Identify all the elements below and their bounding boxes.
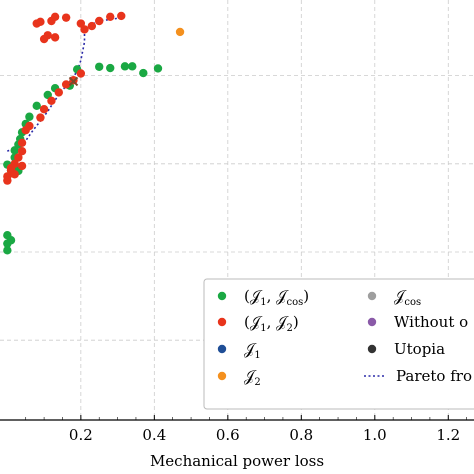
data-point (6, 163, 16, 173)
data-point (3, 176, 12, 185)
legend-label: Pareto fro (396, 367, 472, 385)
data-point (128, 62, 137, 71)
legend-entry: 𝒥1 (217, 340, 261, 361)
utopia-point (68, 76, 79, 87)
data-point (17, 138, 27, 147)
data-point (80, 25, 89, 34)
data-point (120, 62, 130, 71)
data-point (17, 161, 27, 171)
legend-marker (367, 291, 377, 301)
legend-marker (367, 344, 377, 354)
x-axis-label: Mechanical power loss (150, 452, 324, 470)
legend-box (203, 278, 474, 410)
data-point (54, 88, 63, 97)
legend: (𝒥1, 𝒥cos) (𝒥1, 𝒥2) 𝒥1 𝒥2 𝒥cos Without o Utopi… (203, 278, 474, 410)
legend-marker (217, 317, 227, 327)
legend-label: 𝒥2 (244, 367, 261, 388)
x-tick-label: 0.2 (69, 426, 93, 444)
pareto-front-series (6, 16, 122, 152)
data-point (106, 12, 115, 21)
legend-label: Without o (394, 313, 468, 331)
data-point (36, 113, 45, 122)
axes (0, 415, 474, 421)
legend-marker (217, 344, 227, 354)
legend-label: (𝒥1, 𝒥2) (244, 313, 299, 334)
data-point (39, 105, 49, 114)
legend-entry: 𝒥2 (217, 367, 261, 388)
legend-label: Utopia (394, 340, 445, 358)
legend-entry: Utopia (367, 340, 445, 358)
data-point (95, 62, 104, 71)
legend-entry: Pareto fro (364, 367, 472, 385)
data-point (47, 96, 56, 106)
x-tick-label: 1.2 (436, 426, 460, 444)
data-point (76, 69, 86, 78)
data-point (39, 34, 49, 44)
data-point (95, 16, 104, 26)
data-point (50, 12, 60, 21)
data-point (175, 27, 185, 37)
legend-entry: (𝒥1, 𝒥2) (217, 313, 299, 334)
legend-label: 𝒥cos (394, 287, 421, 308)
data-point (25, 112, 34, 121)
data-point (139, 68, 148, 78)
x-tick-label: 0.8 (289, 426, 313, 444)
data-point (153, 64, 163, 73)
legend-entry: (𝒥1, 𝒥cos) (217, 287, 309, 308)
data-point (21, 126, 30, 135)
data-point (106, 63, 115, 73)
data-point (10, 170, 19, 179)
data-point (3, 239, 12, 248)
data-point (17, 147, 27, 156)
data-point (50, 33, 60, 42)
data-point (61, 13, 71, 22)
pareto-front-line (6, 16, 122, 152)
data-point (36, 17, 45, 27)
data-point (32, 101, 41, 111)
data-point (14, 153, 23, 162)
x-tick-label: 0.4 (142, 426, 166, 444)
legend-label: (𝒥1, 𝒥cos) (244, 287, 309, 308)
legend-entry: 𝒥cos (367, 287, 421, 308)
data-points (3, 11, 185, 255)
legend-marker (217, 371, 227, 381)
data-point (117, 11, 126, 21)
legend-entry: Without o (367, 313, 468, 331)
data-point (87, 21, 97, 31)
x-tick-label: 1.0 (363, 426, 387, 444)
x-tick-labels: 0.2 0.4 0.6 0.8 1.0 1.2 (69, 426, 460, 444)
x-tick-label: 0.6 (216, 426, 240, 444)
legend-marker (217, 291, 227, 301)
data-point (10, 146, 19, 155)
legend-marker (367, 317, 377, 327)
data-point (3, 246, 12, 255)
data-point (61, 80, 71, 89)
legend-label: 𝒥1 (244, 340, 261, 361)
